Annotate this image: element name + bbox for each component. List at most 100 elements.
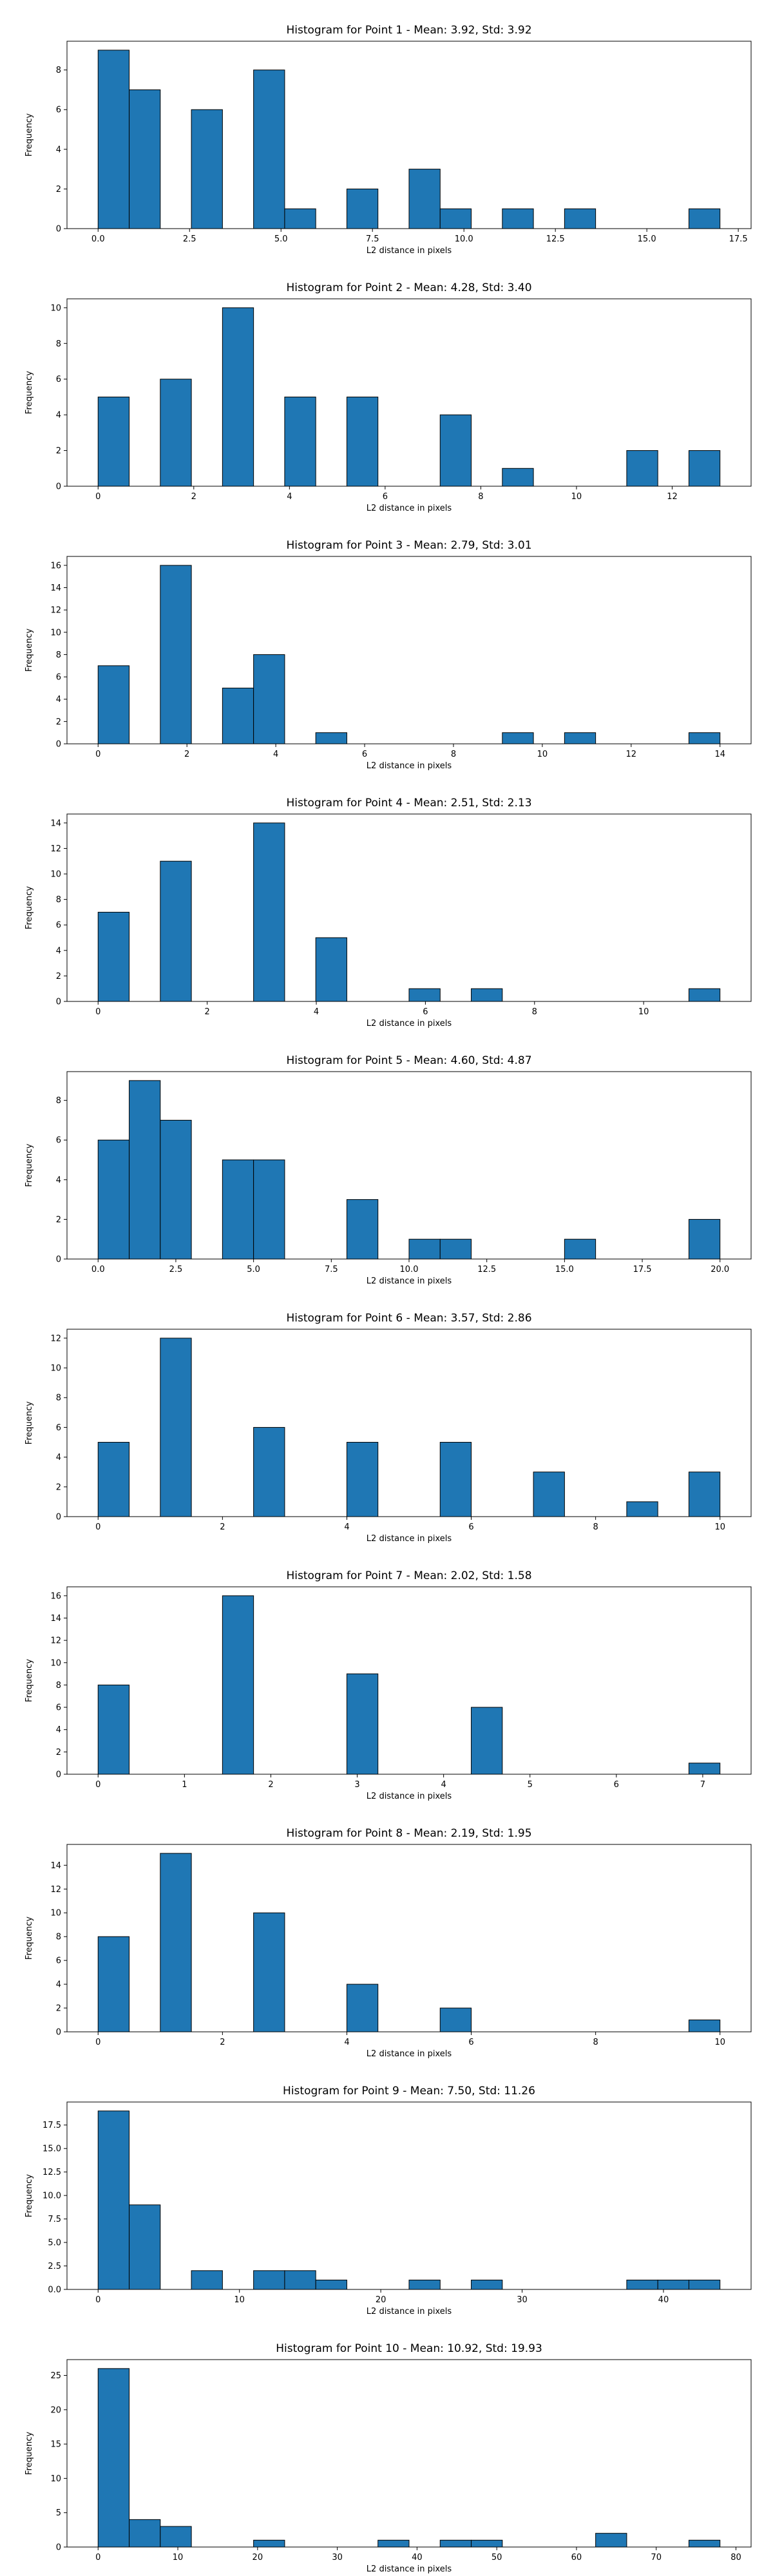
histogram-bar bbox=[253, 822, 285, 1002]
x-tick-label: 15.0 bbox=[638, 234, 656, 244]
histogram-bar bbox=[688, 208, 721, 229]
x-tick-label: 0 bbox=[95, 750, 100, 759]
x-tick-label: 8 bbox=[478, 492, 483, 502]
x-tick-label: 40 bbox=[658, 2295, 669, 2305]
y-axis-label: Frequency bbox=[24, 371, 34, 414]
histogram-bar bbox=[688, 1763, 721, 1775]
y-tick-label: 0 bbox=[56, 998, 61, 1007]
y-tick-label: 6 bbox=[56, 1423, 61, 1433]
x-axis-label: L2 distance in pixels bbox=[367, 1019, 452, 1028]
chart-title: Histogram for Point 5 - Mean: 4.60, Std:… bbox=[286, 1054, 531, 1067]
histogram-bar bbox=[346, 1984, 379, 2032]
histogram-svg-8: 0 2 4 6 8 10 0 2 4 6 8 10 12 14 Histogram for Point 8 … bbox=[24, 1827, 752, 2059]
histogram-panel-3: 0 2 4 6 8 10 12 14 0 2 4 6 8 10 12 14 16 Histogram for Po… bbox=[0, 515, 773, 773]
x-tick-label: 8 bbox=[532, 1007, 537, 1017]
y-tick-label: 8 bbox=[56, 339, 61, 349]
histogram-bar bbox=[688, 732, 721, 744]
y-tick-label: 0 bbox=[56, 1513, 61, 1522]
y-tick-label: 12 bbox=[50, 844, 61, 854]
histogram-bar bbox=[129, 2519, 161, 2548]
x-tick-label: 20.0 bbox=[711, 1265, 729, 1274]
x-axis-label: L2 distance in pixels bbox=[367, 2049, 452, 2059]
histogram-bar bbox=[471, 2279, 503, 2290]
histogram-bar bbox=[97, 2368, 130, 2548]
histogram-bar bbox=[160, 1338, 192, 1517]
chart-title: Histogram for Point 9 - Mean: 7.50, Std:… bbox=[283, 2085, 535, 2098]
y-tick-label: 25 bbox=[50, 2371, 61, 2381]
plot-frame bbox=[66, 1329, 752, 1517]
x-tick-label: 20 bbox=[253, 2553, 263, 2562]
plot-frame bbox=[66, 813, 752, 1002]
plot-frame bbox=[66, 1844, 752, 2032]
histogram-bar bbox=[439, 1442, 472, 1517]
x-tick-label: 5.0 bbox=[274, 234, 288, 244]
y-tick-label: 2.5 bbox=[48, 2262, 61, 2271]
x-tick-label: 10 bbox=[571, 492, 582, 502]
histogram-bar bbox=[160, 860, 192, 1002]
histogram-bar bbox=[439, 414, 472, 487]
y-tick-label: 6 bbox=[56, 1956, 61, 1966]
x-axis-label: L2 distance in pixels bbox=[367, 1534, 452, 1544]
chart-title: Histogram for Point 8 - Mean: 2.19, Std:… bbox=[286, 1827, 531, 1840]
y-axis-label: Frequency bbox=[24, 886, 34, 929]
histogram-bar bbox=[222, 1159, 254, 1260]
histogram-bar bbox=[408, 169, 441, 229]
x-tick-label: 4 bbox=[273, 750, 278, 759]
histogram-panel-5: 0.0 2.5 5.0 7.5 10.0 12.5 15.0 17.5 20.0 0 2 4 6 8 His… bbox=[0, 1030, 773, 1288]
y-tick-label: 12 bbox=[50, 1334, 61, 1343]
histogram-panel-7: 0 1 2 3 4 5 6 7 0 2 4 6 8 10 12 14 16 Histogram for Point… bbox=[0, 1546, 773, 1803]
x-tick-label: 12 bbox=[626, 750, 637, 759]
y-tick-label: 0 bbox=[56, 1770, 61, 1780]
y-tick-label: 8 bbox=[56, 650, 61, 660]
y-tick-label: 8 bbox=[56, 1096, 61, 1106]
plot-frame bbox=[66, 2359, 752, 2548]
x-tick-label: 10 bbox=[234, 2295, 245, 2305]
histogram-bar bbox=[191, 109, 223, 229]
histogram-bar bbox=[253, 2539, 285, 2548]
y-tick-label: 0 bbox=[56, 740, 61, 750]
x-tick-label: 8 bbox=[451, 750, 456, 759]
y-tick-label: 16 bbox=[50, 1591, 61, 1601]
y-tick-label: 6 bbox=[56, 673, 61, 683]
y-tick-label: 2 bbox=[56, 717, 61, 727]
histogram-bar bbox=[439, 2007, 472, 2032]
x-tick-label: 7.5 bbox=[366, 234, 379, 244]
x-tick-label: 20 bbox=[376, 2295, 386, 2305]
histogram-bar bbox=[284, 208, 316, 229]
histogram-bar bbox=[315, 732, 347, 744]
histogram-bar bbox=[346, 1442, 379, 1517]
y-tick-label: 0 bbox=[56, 2543, 61, 2553]
histogram-bar bbox=[471, 2539, 503, 2548]
y-tick-label: 4 bbox=[56, 411, 61, 421]
histogram-bar bbox=[97, 2110, 130, 2290]
x-tick-label: 4 bbox=[314, 1007, 319, 1017]
x-tick-label: 4 bbox=[344, 2038, 349, 2047]
x-axis-label: L2 distance in pixels bbox=[367, 2564, 452, 2574]
y-tick-label: 4 bbox=[56, 695, 61, 705]
histogram-bar bbox=[222, 1595, 254, 1775]
x-tick-label: 17.5 bbox=[729, 234, 748, 244]
x-tick-label: 10 bbox=[714, 1522, 725, 1532]
y-tick-label: 12.5 bbox=[43, 2168, 61, 2177]
y-tick-label: 15.0 bbox=[43, 2145, 61, 2154]
y-tick-label: 8 bbox=[56, 895, 61, 905]
y-tick-label: 6 bbox=[56, 106, 61, 115]
histogram-bar bbox=[502, 468, 534, 487]
histogram-bar bbox=[408, 988, 441, 1002]
y-tick-label: 6 bbox=[56, 375, 61, 384]
x-axis-label: L2 distance in pixels bbox=[367, 504, 452, 513]
histogram-bar bbox=[346, 396, 379, 487]
x-axis-label: L2 distance in pixels bbox=[367, 246, 452, 256]
y-tick-label: 2 bbox=[56, 1482, 61, 1492]
y-tick-label: 6 bbox=[56, 1136, 61, 1146]
y-tick-label: 4 bbox=[56, 946, 61, 956]
x-tick-label: 4 bbox=[287, 492, 292, 502]
histogram-bar bbox=[626, 1501, 658, 1517]
y-tick-label: 5.0 bbox=[48, 2239, 61, 2248]
y-tick-label: 8 bbox=[56, 1933, 61, 1942]
y-tick-label: 8 bbox=[56, 1394, 61, 1403]
plot-frame bbox=[66, 41, 752, 229]
y-tick-label: 7.5 bbox=[48, 2215, 61, 2224]
x-tick-label: 0 bbox=[95, 1007, 100, 1017]
y-tick-label: 15 bbox=[50, 2440, 61, 2450]
